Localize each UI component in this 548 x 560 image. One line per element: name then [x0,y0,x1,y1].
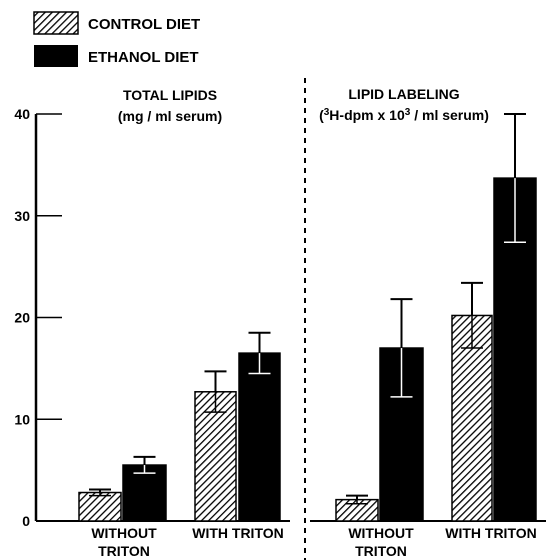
legend-swatch-ethanol [34,45,78,67]
bars [78,113,537,522]
y-tick-label-2: 20 [14,310,30,326]
y-tick-label-4: 40 [14,106,30,122]
panel-1-title-line-2: (mg / ml serum) [118,108,222,124]
legend: CONTROL DIET ETHANOL DIET [33,11,200,67]
panel-2-title-line-2: (3H-dpm x 103 / ml serum) [319,107,489,124]
y-tick-label-0: 0 [22,513,30,529]
panel-2-title-line-1: LIPID LABELING [348,86,459,102]
legend-label-ethanol: ETHANOL DIET [88,49,199,66]
panel-2-title-sup-1: 3 [324,107,330,118]
bar-panel-1-ethanol-cat-1 [122,464,167,522]
y-axis: 0 10 20 30 40 [14,106,62,529]
panel-2-category-1-line-1: WITHOUT [348,525,414,541]
panel-1-category-1-line-1: WITHOUT [91,525,157,541]
panel-2-category-2-line-1: WITH TRITON [445,525,537,541]
panel-2-title-end: / ml serum) [410,107,489,123]
bar-panel-1-control-cat-1 [78,491,122,522]
panel-1-category-1-line-2: TRITON [98,543,150,559]
y-tick-label-1: 10 [14,411,30,427]
panel-1-category-2-line-1: WITH TRITON [192,525,284,541]
panel-2-title-sup-2: 3 [405,107,411,118]
legend-label-control: CONTROL DIET [88,16,200,33]
panel-1-title-line-1: TOTAL LIPIDS [123,87,217,103]
panel-2-title-mid: H-dpm x 10 [329,107,405,123]
y-tick-label-3: 30 [14,208,30,224]
bar-panel-1-ethanol-cat-2 [238,352,281,522]
panel-2-category-1-line-2: TRITON [355,543,407,559]
legend-swatch-control [33,11,79,35]
